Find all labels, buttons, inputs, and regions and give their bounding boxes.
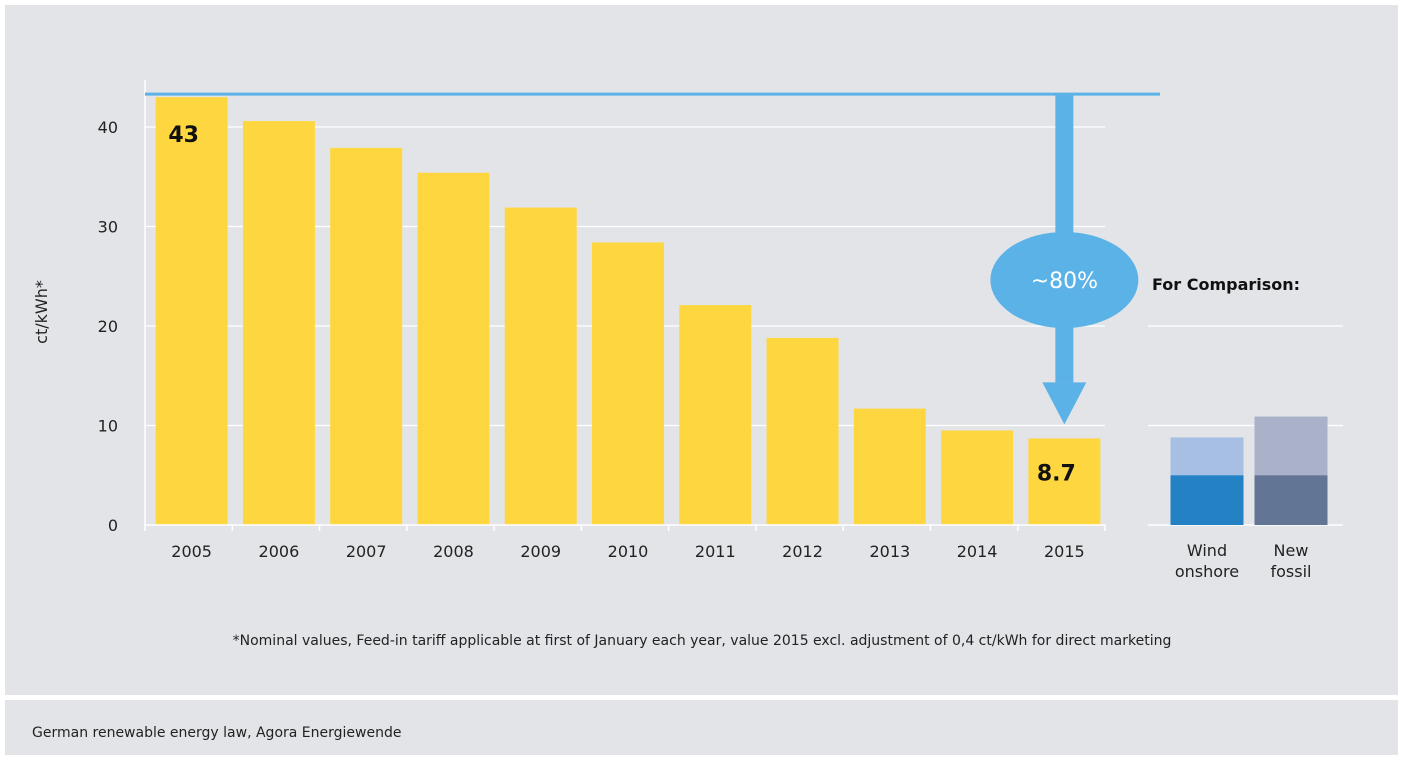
x-tick-label: 2006 [259,542,300,561]
bar-2015 [1028,438,1101,525]
comparison-label: fossil [1271,562,1312,581]
y-tick-label: 20 [98,317,118,336]
bar-2011 [679,305,752,525]
reduction-annotation: ~80% [145,92,1160,425]
bar-2005 [155,97,228,526]
bar-2006 [242,121,315,525]
x-tick-label: 2012 [782,542,823,561]
source-text: German renewable energy law, Agora Energ… [32,725,402,741]
bar-2012 [766,337,839,525]
comparison-bar-wind-low [1170,475,1244,525]
y-axis-label: ct/kWh* [32,280,51,344]
data-label-2015: 8.7 [1037,461,1076,486]
x-tick-label: 2009 [520,542,561,561]
x-tick-label: 2005 [171,542,212,561]
comparison-bar-new-high [1254,416,1328,476]
comparison-title: For Comparison: [1152,275,1300,294]
comparison-bar-new-low [1254,475,1328,525]
y-tick-label: 0 [108,516,118,535]
reduction-label: ~80% [1031,269,1098,294]
comparison-label: New [1274,541,1309,560]
comparison-label: onshore [1175,562,1239,581]
comparison-bar-wind-high [1170,437,1244,476]
reduction-bubble [990,232,1139,328]
x-tick-label: 2011 [695,542,736,561]
x-tick-label: 2014 [957,542,998,561]
comparison-section: For Comparison: Wind onshore New fossil [1148,275,1343,581]
bars: 438.7 [155,97,1101,526]
arrow-head [1042,382,1087,425]
bar-2008 [417,172,490,525]
y-tick-label: 40 [98,118,118,137]
bar-2010 [592,242,664,526]
y-tick-label: 10 [98,417,118,436]
x-tick-label: 2008 [433,542,474,561]
axes: 0 10 20 30 40 2005 2006 2007 2008 2009 2010 2011 201… [98,80,1106,561]
bar-2014 [941,430,1014,525]
bar-2007 [330,147,403,525]
x-tick-label: 2015 [1044,542,1085,561]
x-tick-label: 2007 [346,542,387,561]
data-label-2005: 43 [168,123,199,148]
source-panel: German renewable energy law, Agora Energ… [5,700,1398,755]
bar-2009 [504,207,577,525]
x-tick-label: 2010 [608,542,649,561]
footnote: *Nominal values, Feed-in tariff applicab… [233,633,1172,649]
bar-2013 [853,408,926,525]
x-tick-label: 2013 [869,542,910,561]
comparison-label: Wind [1187,541,1227,560]
y-tick-label: 30 [98,218,118,237]
